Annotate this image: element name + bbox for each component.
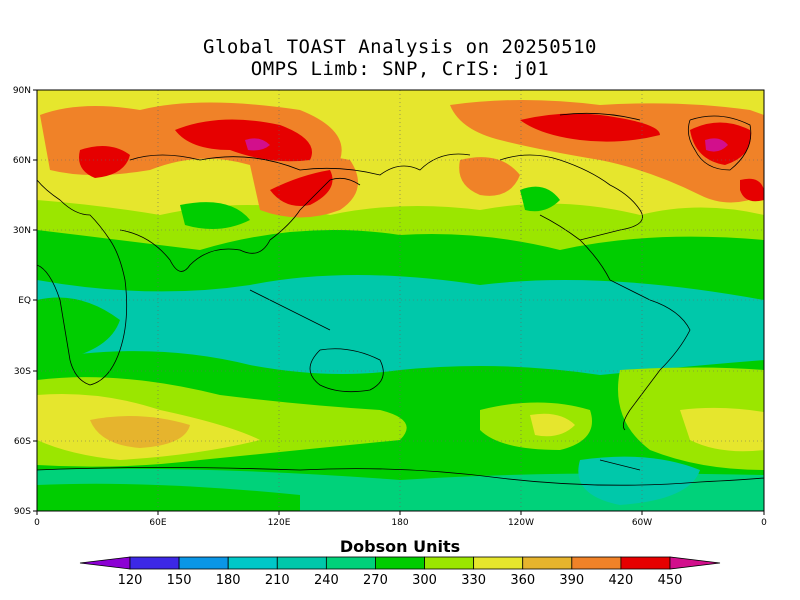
colorbar-segment [473, 556, 524, 570]
colorbar-tick-label: 450 [658, 573, 683, 588]
lat-label-60s: 60S [14, 437, 31, 447]
lat-label-90n: 90N [13, 86, 31, 96]
lat-label-60n: 60N [13, 156, 31, 166]
lat-label-eq: EQ [18, 296, 31, 306]
lat-label-90s: 90S [14, 507, 31, 517]
colorbar-segment [129, 556, 180, 570]
axis-ticks [33, 89, 765, 515]
lat-label-30n: 30N [13, 226, 31, 236]
colorbar-segment [178, 556, 229, 570]
colorbar-segment [620, 556, 671, 570]
colorbar-tick-label: 330 [461, 573, 486, 588]
colorbar-segment [325, 556, 376, 570]
lon-label-0-end: 0 [761, 518, 767, 528]
lon-label-60e: 60E [149, 518, 166, 528]
lat-label-30s: 30S [14, 367, 31, 377]
colorbar-segment-high [669, 556, 721, 570]
chart-title-line-2: OMPS Limb: SNP, CrIS: j01 [250, 58, 550, 80]
colorbar-tick-label: 240 [314, 573, 339, 588]
colorbar-segment [571, 556, 622, 570]
colorbar-tick-label: 360 [510, 573, 535, 588]
colorbar-segment-low [79, 556, 131, 570]
lon-label-120e: 120E [268, 518, 291, 528]
colorbar-segment [227, 556, 278, 570]
colorbar-segment [276, 556, 327, 570]
coastlines [37, 112, 764, 486]
chart-title-line-1: Global TOAST Analysis on 20250510 [203, 36, 597, 58]
colorbar-tick-label: 210 [265, 573, 290, 588]
colorbar-segment [424, 556, 475, 570]
colorbar-tick-label: 180 [216, 573, 241, 588]
colorbar-tick-label: 270 [363, 573, 388, 588]
lon-label-180: 180 [391, 518, 408, 528]
colorbar-tick-label: 420 [608, 573, 633, 588]
lon-label-60w: 60W [632, 518, 652, 528]
lon-label-120w: 120W [508, 518, 534, 528]
lon-label-0: 0 [34, 518, 40, 528]
colorbar-tick-labels: 120 150 180 210 240 270 300 330 360 390 420 450 [118, 573, 683, 588]
ozone-field [37, 90, 764, 511]
colorbar-segment [522, 556, 573, 570]
colorbar-tick-label: 300 [412, 573, 437, 588]
colorbar-tick-label: 150 [167, 573, 192, 588]
colorbar-title: Dobson Units [340, 537, 460, 556]
colorbar [79, 556, 721, 570]
colorbar-segment [375, 556, 425, 570]
colorbar-tick-label: 120 [118, 573, 143, 588]
colorbar-tick-label: 390 [559, 573, 584, 588]
